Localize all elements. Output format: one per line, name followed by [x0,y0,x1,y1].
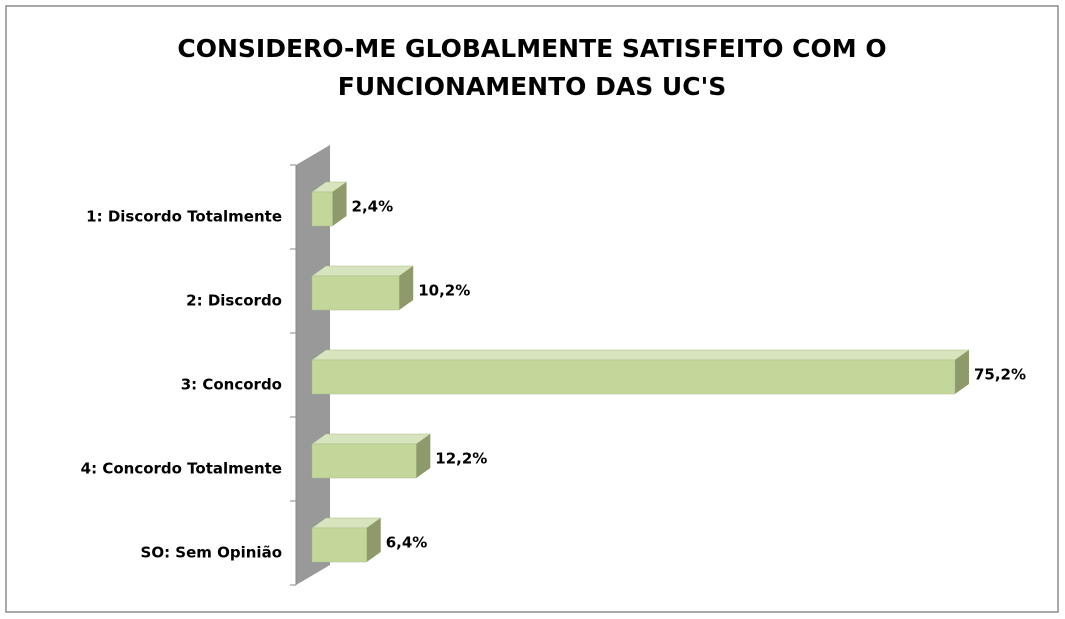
y-tick-label: 4: Concordo Totalmente [81,460,282,478]
data-label: 75,2% [974,366,1026,384]
chart-title: CONSIDERO-ME GLOBALMENTE SATISFEITO COM … [177,34,886,63]
data-label: 10,2% [418,282,470,300]
bar-side [399,266,414,310]
bar [311,359,956,395]
bar-side [416,434,431,478]
data-label: 6,4% [386,534,428,552]
data-label: 2,4% [352,198,394,216]
bar [311,527,367,563]
bar-side [366,518,381,562]
bar-side [954,350,969,394]
bar [311,443,417,479]
chart-title: FUNCIONAMENTO DAS UC'S [338,72,726,101]
bar-top [311,433,432,445]
y-tick-label: 3: Concordo [181,376,282,394]
bar [311,191,333,227]
bar [311,275,400,311]
bar-top [311,349,970,361]
bar-side [332,182,347,226]
bar-top [311,265,414,277]
chart-border [5,5,1059,613]
y-tick-label: 1: Discordo Totalmente [86,208,282,226]
y-tick-label: 2: Discordo [186,292,282,310]
y-tick-label: SO: Sem Opinião [141,544,282,562]
data-label: 12,2% [435,450,487,468]
